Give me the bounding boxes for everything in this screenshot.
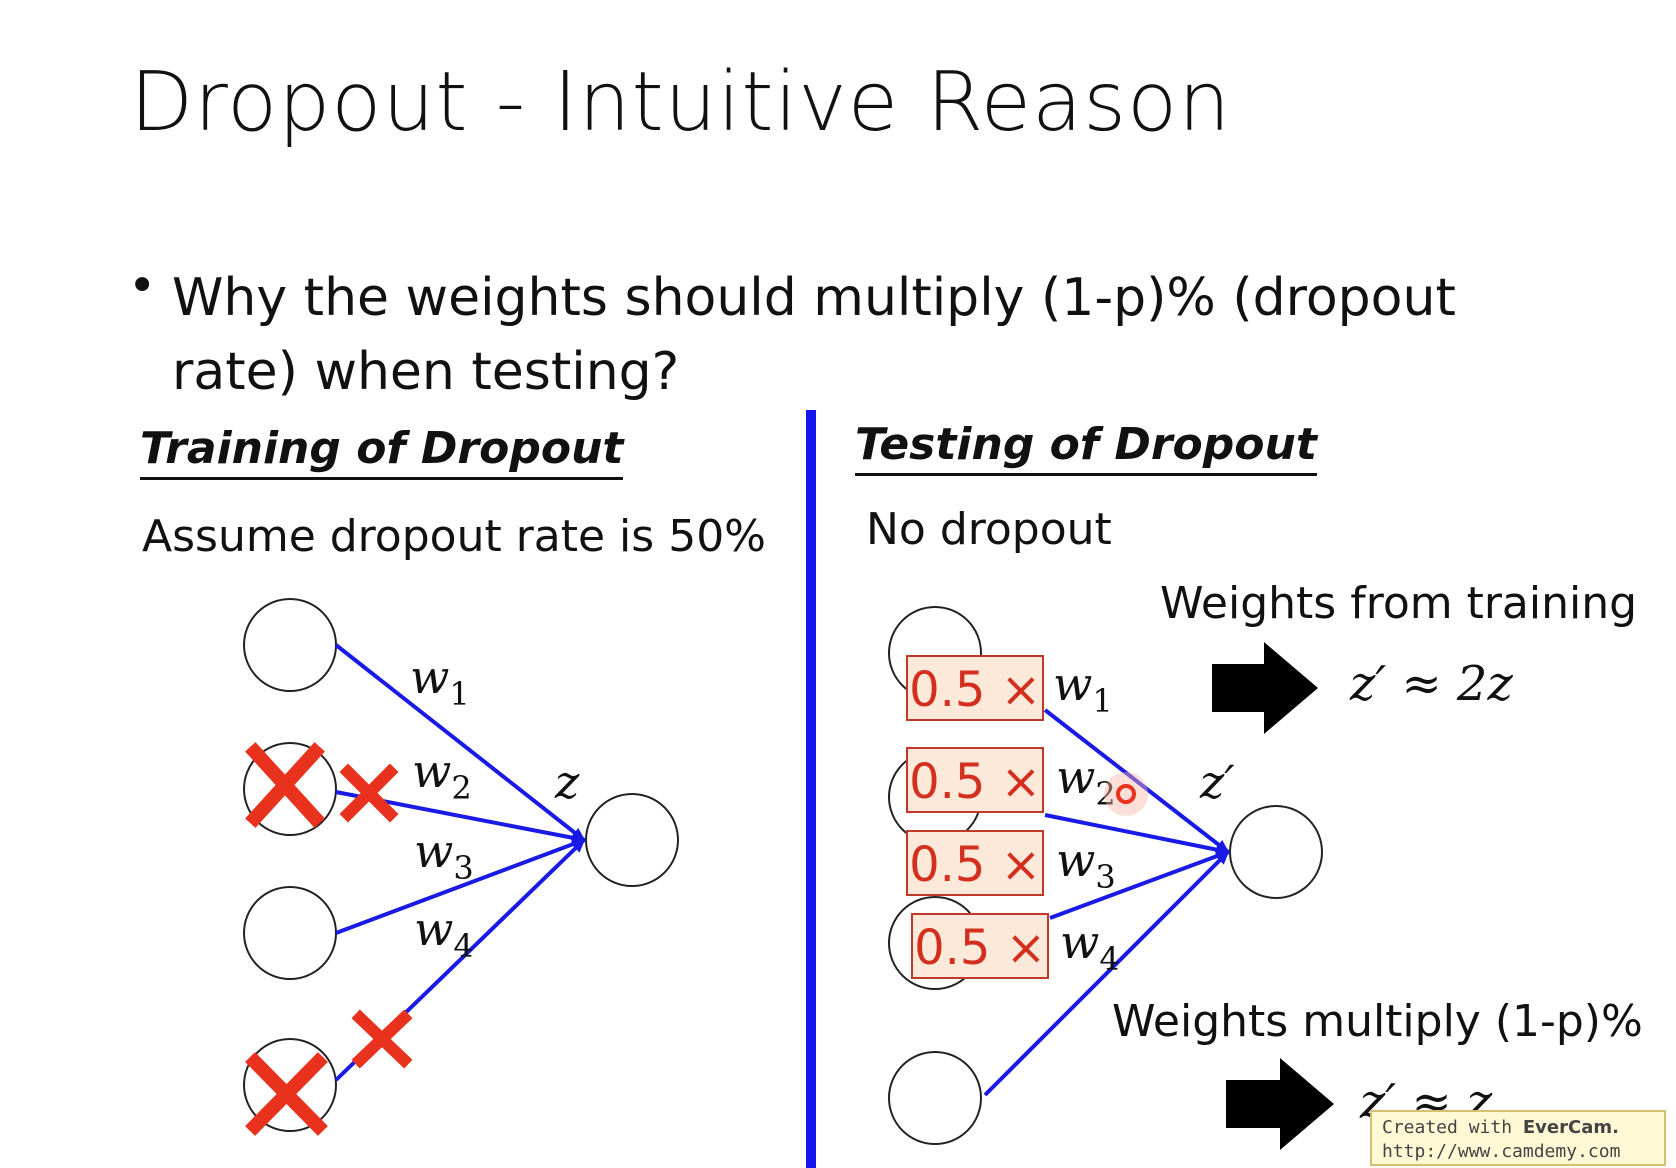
multiplier-box-3: 0.5 × (906, 830, 1044, 896)
slide-title: Dropout - Intuitive Reason (130, 55, 1232, 150)
testing-weight-label-2: w2 (1056, 750, 1116, 813)
multiplier-box-2: 0.5 × (906, 747, 1044, 813)
watermark-brand: EverCam. (1522, 1117, 1619, 1138)
multiplier-text: 0.5 × (909, 837, 1041, 893)
right-arrow-icon (1212, 642, 1318, 734)
testing-subtitle: No dropout (866, 504, 1112, 555)
training-weight-label-2: w2 (412, 744, 472, 807)
training-network: w1 w2 w3 w4 z (243, 598, 679, 1136)
training-output-neuron (585, 793, 679, 887)
watermark-line-1: Created with EverCam. (1382, 1116, 1654, 1140)
testing-input-neuron-4 (888, 1051, 982, 1145)
multiplier-text: 0.5 × (914, 920, 1046, 976)
question-line-1: Why the weights should multiply (1-p)% (… (172, 268, 1456, 328)
dropped-edge-cross-icon (339, 763, 399, 823)
right-arrow-icon (1226, 1058, 1334, 1150)
multiplier-text: 0.5 × (909, 754, 1041, 810)
note-weights-from-training: Weights from training (1160, 578, 1638, 629)
testing-output-label: z′ (1199, 755, 1235, 809)
watermark-prefix: Created with (1382, 1117, 1513, 1138)
testing-output-neuron (1229, 805, 1323, 899)
training-heading: Training of Dropout (140, 424, 624, 481)
training-weight-label-3: w3 (414, 824, 474, 887)
training-subtitle: Assume dropout rate is 50% (142, 511, 766, 562)
section-divider (806, 410, 816, 1168)
dropped-edge-cross-icon (351, 1009, 413, 1069)
result-training-weights: z′ ≈ 2z (1349, 656, 1513, 712)
dropped-neuron-cross-icon (245, 1052, 328, 1136)
testing-heading: Testing of Dropout (855, 420, 1317, 477)
dropped-neuron-cross-icon (245, 742, 325, 828)
testing-weight-label-4: w4 (1060, 915, 1120, 978)
note-weights-multiply: Weights multiply (1-p)% (1112, 996, 1643, 1047)
watermark-url[interactable]: http://www.camdemy.com (1382, 1141, 1621, 1162)
evercam-watermark[interactable]: Created with EverCam. http://www.camdemy… (1370, 1110, 1666, 1166)
training-weight-label-4: w4 (414, 902, 474, 965)
training-input-neuron-3 (243, 886, 337, 980)
training-weight-label-1: w1 (410, 650, 470, 713)
bullet-marker: • (128, 258, 157, 314)
cursor-indicator-icon (1104, 772, 1148, 816)
testing-weight-label-3: w3 (1056, 833, 1116, 896)
testing-weight-label-1: w1 (1053, 657, 1113, 720)
multiplier-text: 0.5 × (909, 662, 1041, 718)
multiplier-box-1: 0.5 × (906, 655, 1044, 721)
multiplier-box-4: 0.5 × (911, 913, 1049, 979)
testing-edge-1 (1043, 708, 1230, 854)
training-output-label: z (554, 755, 580, 809)
testing-edge-3 (1049, 850, 1230, 920)
question-line-2: rate) when testing? (172, 342, 680, 402)
testing-edge-4 (983, 850, 1230, 1097)
training-edge-3 (335, 838, 586, 935)
testing-edge-2 (1044, 813, 1230, 856)
training-input-neuron-1 (243, 598, 337, 692)
training-edge-1 (334, 643, 586, 842)
